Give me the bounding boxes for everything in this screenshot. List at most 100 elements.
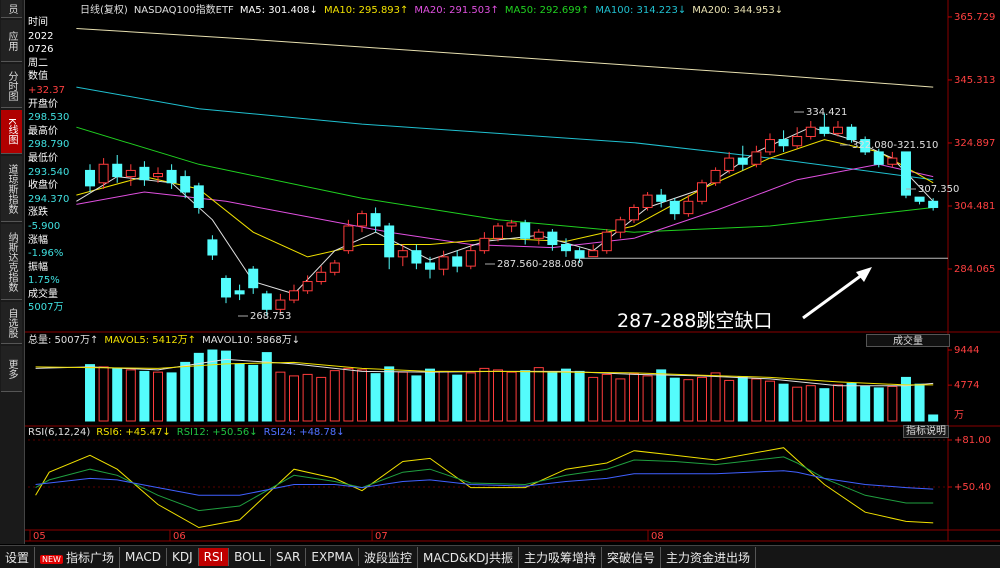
candle-body xyxy=(384,225,395,258)
volume-bar xyxy=(261,352,272,422)
volume-bar xyxy=(574,370,585,422)
volume-bar xyxy=(343,367,354,422)
candle-body xyxy=(248,268,259,289)
candle-body xyxy=(125,169,136,178)
x-tick-label: 08 xyxy=(651,531,664,542)
price-annotation: 268.753 xyxy=(250,311,291,322)
volume-bar xyxy=(737,376,748,422)
candle-body xyxy=(411,250,422,264)
legend-entry: RSI24: +48.78↓ xyxy=(264,427,345,438)
candle-body xyxy=(928,200,939,208)
volume-bar xyxy=(724,379,735,422)
candle-body xyxy=(316,271,327,283)
sidebar-tab[interactable]: 更多 xyxy=(1,346,22,392)
indicator-help-button[interactable]: 指标说明 xyxy=(903,425,949,438)
volume-bar xyxy=(900,376,911,422)
info-panel: 时间 2022 0726 周二 数值 +32.37 开盘价 298.530 最高价 298.790… xyxy=(28,16,74,315)
indicator-tab[interactable]: 主力吸筹增持 xyxy=(519,546,602,568)
indicator-tab[interactable]: KDJ xyxy=(167,548,199,566)
candle-body xyxy=(547,231,558,246)
info-item: 涨幅 xyxy=(28,234,48,246)
indicator-tab[interactable]: RSI xyxy=(198,548,230,566)
volume-bar xyxy=(275,371,286,422)
tab-label: SAR xyxy=(275,550,301,564)
candle-body xyxy=(329,262,340,273)
indicator-tab[interactable]: BOLL xyxy=(229,548,271,566)
volume-bar xyxy=(329,370,340,422)
sidebar-tab[interactable]: K线图 xyxy=(1,110,22,154)
indicator-tab[interactable]: 突破信号 xyxy=(602,546,661,568)
candle-body xyxy=(873,151,884,165)
info-item: 2022 xyxy=(28,30,54,42)
volume-bar xyxy=(153,371,164,422)
tab-label: RSI xyxy=(203,550,224,564)
volume-bar xyxy=(547,372,558,422)
indicator-line xyxy=(76,163,934,249)
indicator-tab[interactable]: 主力资金进出场 xyxy=(661,546,757,568)
sidebar-tab[interactable]: 员 xyxy=(1,0,22,18)
candle-body xyxy=(424,262,435,270)
y-tick-label: 4774 xyxy=(954,380,979,391)
candle-body xyxy=(533,231,544,239)
volume-bar xyxy=(356,369,367,422)
legend-entry: MAVOL10: 5868万↓ xyxy=(202,335,300,346)
candle-body xyxy=(180,176,191,193)
y-tick-label: 304.481 xyxy=(954,201,995,212)
indicator-tabs: 设置 NEW 指标广场 MACD KDJ RSI BOLL SAR EXPMA 波段监控 MACD&… xyxy=(0,545,1000,568)
info-item: 0726 xyxy=(28,44,54,56)
volume-bar xyxy=(207,349,218,422)
volume-bar xyxy=(683,379,694,422)
candle-body xyxy=(601,231,612,252)
indicator-tab[interactable]: MACD xyxy=(120,548,167,566)
info-item: 涨跌 xyxy=(28,207,48,219)
y-unit: 万 xyxy=(954,410,964,421)
candle-body xyxy=(642,194,653,208)
indicator-tab[interactable]: MACD&KDJ共振 xyxy=(418,546,519,568)
volume-bar xyxy=(180,361,191,422)
candle-body xyxy=(900,151,911,196)
volume-bar xyxy=(792,386,803,422)
tab-label: EXPMA xyxy=(311,550,353,564)
volume-dropdown[interactable]: 成交量 xyxy=(866,334,950,347)
info-item: 1.75% xyxy=(28,275,60,287)
legend-entry: RSI(6,12,24) xyxy=(28,427,90,438)
volume-bar xyxy=(588,376,599,422)
sidebar-tab[interactable]: 纳斯达克指数 xyxy=(1,224,22,300)
candle-body xyxy=(112,163,123,178)
candle-body xyxy=(574,250,585,259)
volume-bar xyxy=(397,371,408,422)
sidebar: 员应用 分时图 K线图 道琼斯指数 纳斯达克指数 自选股 更多 xyxy=(0,0,25,544)
volume-bar xyxy=(289,375,300,422)
volume-bar xyxy=(914,383,925,422)
gap-arrow-head xyxy=(856,267,872,282)
volume-bar xyxy=(520,370,531,422)
legend-entry: MA20: 291.503↑ xyxy=(414,5,498,16)
sidebar-tab[interactable]: 分时图 xyxy=(1,64,22,108)
candle-body xyxy=(343,225,354,252)
volume-bar xyxy=(166,372,177,422)
volume-bar xyxy=(452,374,463,422)
indicator-tab[interactable]: SAR xyxy=(271,548,307,566)
volume-bar xyxy=(465,372,476,422)
indicator-tab[interactable]: EXPMA xyxy=(306,548,359,566)
candle-body xyxy=(492,225,503,239)
indicator-tab[interactable]: NEW 指标广场 xyxy=(35,546,120,568)
y-tick-label: 324.897 xyxy=(954,138,995,149)
info-item: 开盘价 xyxy=(28,98,58,110)
legend-entry: MA100: 314.223↓ xyxy=(595,5,686,16)
volume-bar xyxy=(615,378,626,422)
new-badge: NEW xyxy=(40,554,63,564)
indicator-tab[interactable]: 波段监控 xyxy=(359,546,418,568)
candle-body xyxy=(221,277,232,298)
sidebar-tab[interactable]: 应用 xyxy=(1,20,22,62)
sidebar-tab[interactable]: 自选股 xyxy=(1,302,22,344)
sidebar-tab[interactable]: 道琼斯指数 xyxy=(1,156,22,222)
info-item: 时间 xyxy=(28,17,48,28)
indicator-tab[interactable]: 设置 xyxy=(0,546,36,568)
y-tick-label: 365.729 xyxy=(954,12,995,23)
legend-entry: RSI12: +50.56↓ xyxy=(177,427,258,438)
info-item: 293.540 xyxy=(28,166,70,178)
volume-bar xyxy=(819,388,830,422)
volume-bar xyxy=(560,368,571,422)
